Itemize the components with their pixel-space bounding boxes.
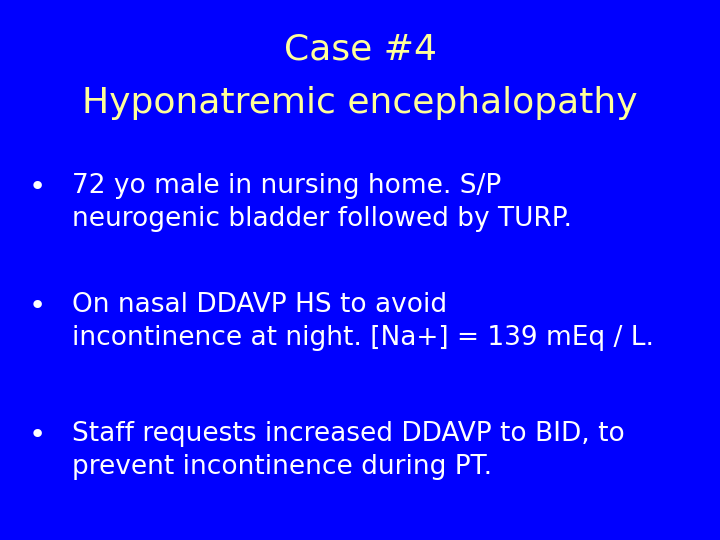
Text: 72 yo male in nursing home. S/P
neurogenic bladder followed by TURP.: 72 yo male in nursing home. S/P neurogen… [72, 173, 572, 232]
Text: Hyponatremic encephalopathy: Hyponatremic encephalopathy [82, 86, 638, 120]
Text: Case #4: Case #4 [284, 32, 436, 66]
Text: On nasal DDAVP HS to avoid
incontinence at night. [Na+] = 139 mEq / L.: On nasal DDAVP HS to avoid incontinence … [72, 292, 654, 350]
Text: Staff requests increased DDAVP to BID, to
prevent incontinence during PT.: Staff requests increased DDAVP to BID, t… [72, 421, 625, 480]
Text: •: • [29, 421, 46, 449]
Text: •: • [29, 173, 46, 201]
Text: •: • [29, 292, 46, 320]
